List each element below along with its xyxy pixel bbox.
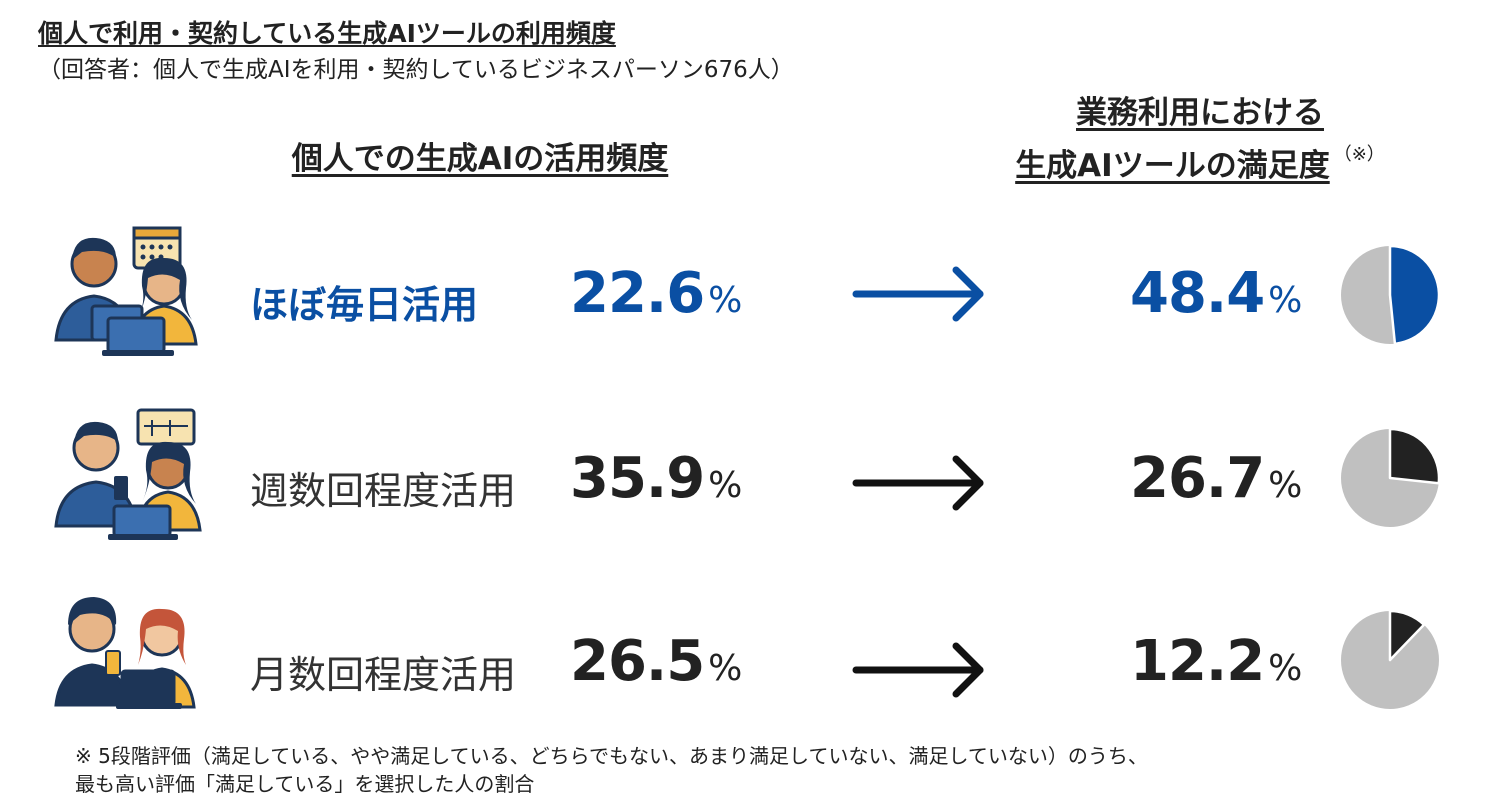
usage-share-daily-unit: % — [708, 280, 743, 321]
satisfaction-pie-monthly — [1341, 609, 1439, 709]
satisfaction-pie-weekly — [1341, 427, 1441, 527]
right-column-heading-line1: 業務利用における — [1076, 95, 1324, 131]
note-mark: （※） — [1333, 144, 1385, 165]
satisfaction-pie-daily — [1341, 244, 1441, 345]
satisfaction-monthly-value: 12.2 — [1130, 629, 1265, 694]
usage-share-weekly-unit: % — [708, 465, 743, 506]
satisfaction-daily-unit: % — [1268, 280, 1303, 321]
satisfaction-daily-value: 48.4 — [1130, 261, 1265, 326]
arrow-head — [952, 266, 984, 322]
page-title: 個人で利用・契約している生成AIツールの利用頻度 — [38, 19, 616, 48]
usage-share-monthly-unit: % — [708, 648, 743, 689]
left-column-heading-text: 個人での生成AIの活用頻度 — [291, 141, 669, 177]
satisfaction-monthly-unit: % — [1268, 648, 1303, 689]
footnote-line1: ※ 5段階評価（満足している、やや満足している、どちらでもない、あまり満足してい… — [75, 744, 1148, 768]
satisfaction-monthly: 12.2% — [1130, 629, 1302, 694]
footnote: ※ 5段階評価（満足している、やや満足している、どちらでもない、あまり満足してい… — [75, 742, 1148, 798]
right-column-heading-line2: 生成AIツールの満足度 — [1015, 148, 1330, 184]
arrow-icon — [852, 642, 984, 698]
people-phone-schedule-illustration — [54, 408, 202, 540]
footnote-line2: 最も高い評価「満足している」を選択した人の割合 — [75, 772, 535, 796]
usage-share-daily: 22.6% — [570, 261, 742, 326]
arrow-icon — [852, 266, 984, 322]
frequency-label-daily: ほぼ毎日活用 — [250, 283, 479, 327]
people-laptop-phone-illustration — [54, 597, 196, 709]
pie-satisfied-slice — [1388, 609, 1426, 662]
usage-share-weekly: 35.9% — [570, 446, 742, 511]
left-column-heading: 個人での生成AIの活用頻度 — [230, 133, 730, 178]
usage-share-monthly: 26.5% — [570, 629, 742, 694]
people-laptop-calendar-illustration — [54, 226, 198, 356]
usage-share-weekly-value: 35.9 — [570, 446, 705, 511]
arrow-icon — [852, 455, 984, 511]
usage-share-daily-value: 22.6 — [570, 261, 705, 326]
arrow-head — [952, 455, 984, 511]
page-subtitle: （回答者：個人で生成AIを利用・契約しているビジネスパーソン676人） — [38, 57, 794, 83]
frequency-label-monthly: 月数回程度活用 — [250, 653, 517, 697]
satisfaction-weekly-unit: % — [1268, 465, 1303, 506]
pie-satisfied-slice — [1388, 244, 1441, 345]
pie-satisfied-slice — [1388, 427, 1441, 485]
satisfaction-weekly: 26.7% — [1130, 446, 1302, 511]
satisfaction-weekly-value: 26.7 — [1130, 446, 1265, 511]
satisfaction-daily: 48.4% — [1130, 261, 1302, 326]
right-column-heading: 業務利用における 生成AIツールの満足度 （※） — [960, 92, 1440, 187]
frequency-label-weekly: 週数回程度活用 — [250, 469, 517, 513]
usage-share-monthly-value: 26.5 — [570, 629, 705, 694]
arrow-head — [952, 642, 984, 698]
